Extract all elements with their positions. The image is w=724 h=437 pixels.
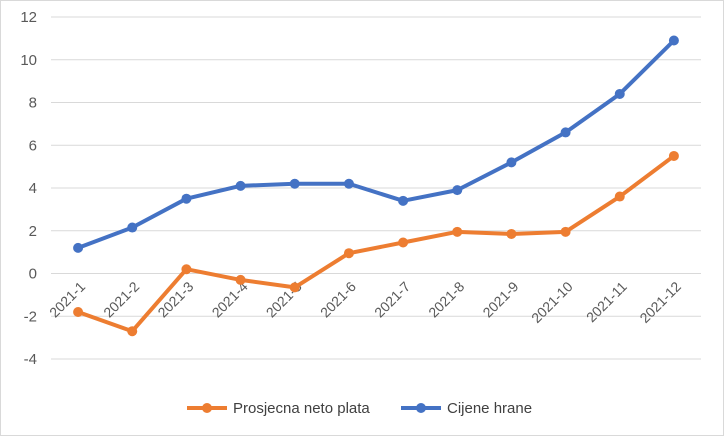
data-point [235, 180, 246, 191]
series-line [76, 38, 676, 250]
series-line [76, 153, 676, 334]
data-point [560, 127, 571, 138]
x-tick-label: 2021-11 [583, 278, 630, 325]
y-axis-ticks: -4 -2 0 2 4 6 8 10 12 [20, 9, 37, 368]
y-tick-label: 10 [20, 52, 37, 69]
y-tick-label: 8 [29, 95, 37, 112]
data-point [181, 193, 192, 204]
legend-swatch-marker [416, 403, 426, 413]
x-tick-label: 2021-7 [371, 278, 413, 320]
x-tick-label: 2021-4 [209, 278, 251, 320]
data-point [668, 150, 679, 161]
y-tick-label: -4 [24, 351, 37, 368]
legend-item: Prosjecna neto plata [187, 400, 370, 417]
x-tick-label: 2021-12 [636, 278, 684, 326]
data-point [289, 282, 300, 293]
data-point [73, 242, 84, 253]
data-point [343, 178, 354, 189]
data-point [343, 248, 354, 259]
data-point [127, 326, 138, 337]
data-point [560, 226, 571, 237]
y-tick-label: 0 [29, 266, 37, 283]
legend-swatch-marker [202, 403, 212, 413]
y-tick-label: 12 [20, 9, 37, 26]
y-tick-label: 4 [29, 180, 37, 197]
data-point [506, 157, 517, 168]
y-tick-label: -2 [24, 308, 37, 325]
x-tick-label: 2021-10 [528, 278, 576, 326]
x-tick-label: 2021-6 [317, 278, 359, 320]
legend-label: Prosjecna neto plata [233, 400, 370, 417]
data-point [506, 228, 517, 239]
gridlines [51, 16, 701, 360]
data-point [614, 88, 625, 99]
data-point [668, 35, 679, 46]
data-point [398, 237, 409, 248]
y-tick-label: 2 [29, 223, 37, 240]
data-point [127, 222, 138, 233]
data-point [73, 306, 84, 317]
series-lines [73, 35, 679, 337]
data-point [452, 185, 463, 196]
x-tick-label: 2021-9 [479, 278, 521, 320]
data-point [614, 191, 625, 202]
legend: Prosjecna neto plata Cijene hrane [187, 400, 532, 417]
y-tick-label: 6 [29, 137, 37, 154]
data-point [235, 274, 246, 285]
x-tick-label: 2021-8 [425, 278, 467, 320]
series-1 [73, 35, 679, 253]
legend-item: Cijene hrane [401, 400, 532, 417]
data-point [398, 195, 409, 206]
data-point [289, 178, 300, 189]
legend-label: Cijene hrane [447, 400, 532, 417]
x-tick-label: 2021-2 [100, 278, 142, 320]
series-0 [73, 150, 679, 337]
data-point [181, 264, 192, 275]
data-point [452, 226, 463, 237]
